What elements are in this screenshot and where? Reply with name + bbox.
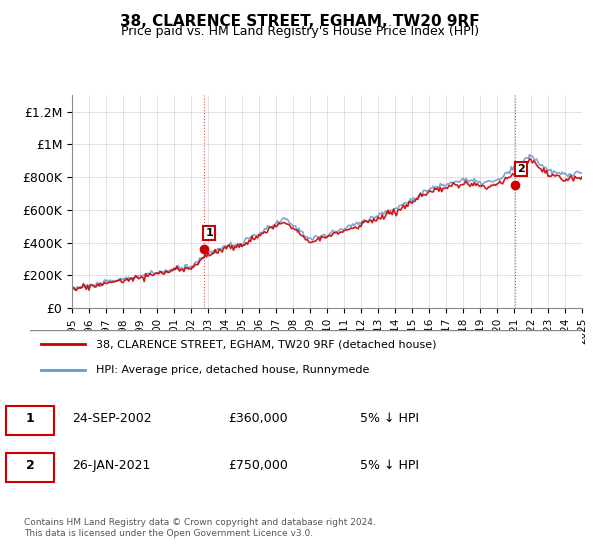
FancyBboxPatch shape <box>25 330 587 387</box>
Text: Contains HM Land Registry data © Crown copyright and database right 2024.
This d: Contains HM Land Registry data © Crown c… <box>24 518 376 538</box>
Text: £750,000: £750,000 <box>228 459 288 472</box>
FancyBboxPatch shape <box>6 454 54 482</box>
Text: 38, CLARENCE STREET, EGHAM, TW20 9RF: 38, CLARENCE STREET, EGHAM, TW20 9RF <box>120 14 480 29</box>
Text: 5% ↓ HPI: 5% ↓ HPI <box>360 459 419 472</box>
Text: Price paid vs. HM Land Registry's House Price Index (HPI): Price paid vs. HM Land Registry's House … <box>121 25 479 38</box>
Text: 38, CLARENCE STREET, EGHAM, TW20 9RF (detached house): 38, CLARENCE STREET, EGHAM, TW20 9RF (de… <box>96 339 437 349</box>
Text: £360,000: £360,000 <box>228 412 287 424</box>
Text: 26-JAN-2021: 26-JAN-2021 <box>72 459 151 472</box>
Text: 2: 2 <box>517 164 525 174</box>
FancyBboxPatch shape <box>6 407 54 435</box>
Text: HPI: Average price, detached house, Runnymede: HPI: Average price, detached house, Runn… <box>96 365 370 375</box>
Text: 1: 1 <box>205 228 213 238</box>
Text: 1: 1 <box>26 412 34 424</box>
Text: 24-SEP-2002: 24-SEP-2002 <box>72 412 152 424</box>
Text: 2: 2 <box>26 459 34 472</box>
Text: 5% ↓ HPI: 5% ↓ HPI <box>360 412 419 424</box>
